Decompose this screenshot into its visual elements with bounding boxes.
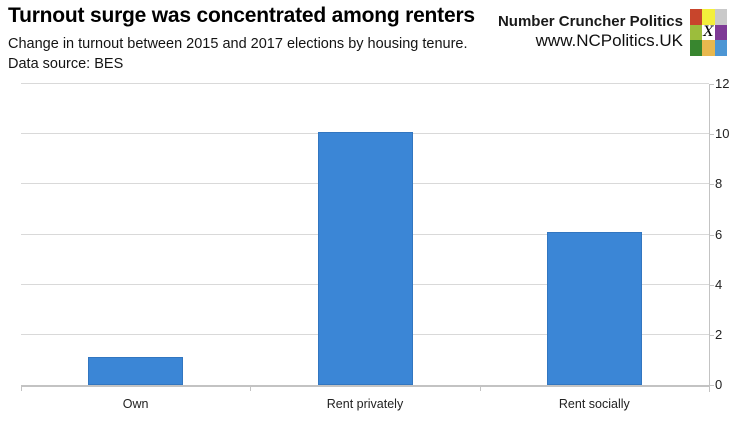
y-tick-label-12: 12 xyxy=(715,76,730,91)
x-label-rent-socially: Rent socially xyxy=(558,397,630,411)
y-tick-0 xyxy=(709,385,714,386)
gridline-12 xyxy=(21,83,709,84)
chart-subtitle: Change in turnout between 2015 and 2017 … xyxy=(8,36,468,52)
y-tick-label-10: 10 xyxy=(715,126,730,142)
y-tick-label-4: 4 xyxy=(715,276,723,292)
logo-cell-5 xyxy=(714,24,727,41)
x-tick-1 xyxy=(250,386,252,391)
logo-x-glyph: X xyxy=(703,24,714,41)
ncp-logo: X xyxy=(690,9,727,56)
x-label-own: Own xyxy=(122,397,149,411)
bar-rent-socially xyxy=(546,232,642,385)
y-tick-6 xyxy=(709,234,714,236)
logo-cell-0 xyxy=(690,9,703,25)
x-label-rent-privately: Rent privately xyxy=(326,397,404,411)
brand-url-link[interactable]: www.NCPolitics.UK xyxy=(535,31,683,50)
chart-title: Turnout surge was concentrated among ren… xyxy=(8,4,475,27)
logo-cell-7 xyxy=(702,40,715,56)
logo-cell-6 xyxy=(690,40,703,56)
bar-rent-privately xyxy=(317,131,413,385)
chart-datasource: Data source: BES xyxy=(8,56,124,72)
x-tick-2 xyxy=(479,386,481,391)
y-tick-10 xyxy=(709,134,714,136)
bar-chart-plot xyxy=(21,83,710,392)
y-tick-label-6: 6 xyxy=(715,226,723,242)
y-tick-12 xyxy=(709,84,714,85)
y-tick-4 xyxy=(709,284,714,286)
logo-cell-1 xyxy=(702,9,715,25)
y-axis-line xyxy=(709,84,710,392)
logo-cell-4: X xyxy=(702,24,715,41)
logo-cell-3 xyxy=(690,24,703,41)
logo-cell-2 xyxy=(714,9,727,25)
x-tick-0 xyxy=(21,386,22,391)
y-tick-label-8: 8 xyxy=(715,176,723,192)
bar-own xyxy=(88,357,184,385)
y-tick-label-0: 0 xyxy=(715,377,723,392)
brand-name: Number Cruncher Politics xyxy=(497,13,683,30)
y-tick-label-2: 2 xyxy=(715,326,723,342)
y-tick-2 xyxy=(709,334,714,336)
logo-cell-8 xyxy=(714,40,727,56)
y-tick-8 xyxy=(709,184,714,186)
